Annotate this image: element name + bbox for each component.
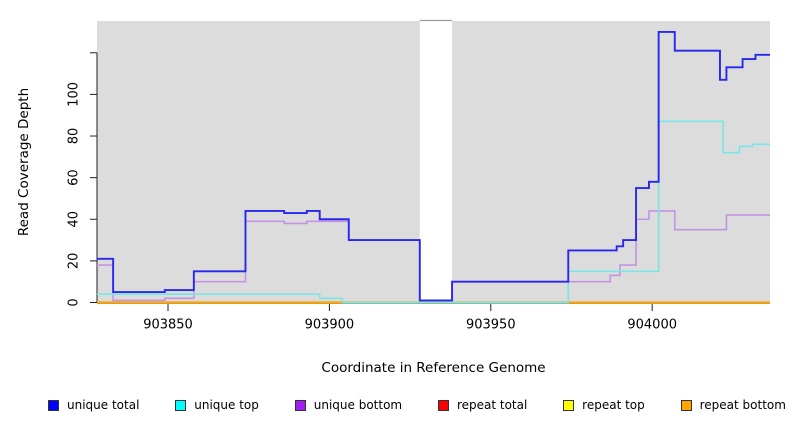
x-tick-label: 903900 [305, 318, 355, 333]
plot-area: 0 20 40 60 80 100 903850 903900 903950 904000 [67, 13, 770, 333]
y-axis-title: Read Coverage Depth [16, 88, 32, 236]
chart-legend: unique total unique top unique bottom repea… [0, 398, 792, 412]
series-unique-top [97, 120, 770, 304]
legend-swatch-repeat-bottom [680, 399, 692, 411]
legend-label: repeat total [456, 398, 528, 412]
legend-swatch-repeat-total [437, 399, 449, 411]
masked-region [419, 13, 453, 303]
legend-item-repeat-total: repeat total [437, 398, 528, 412]
legend-item-repeat-top: repeat top [563, 398, 645, 412]
x-tick-label: 904000 [627, 318, 677, 333]
legend-label: repeat bottom [699, 398, 786, 412]
legend-item-unique-top: unique top [175, 398, 259, 412]
legend-item-unique-total: unique total [48, 398, 139, 412]
plot-svg: 0 20 40 60 80 100 903850 903900 903950 904000 Coo… [16, 13, 770, 376]
y-tick-label: 100 [67, 82, 82, 107]
legend-item-unique-bottom: unique bottom [294, 398, 403, 412]
x-tick-label: 903850 [143, 318, 193, 333]
legend-label: unique bottom [313, 398, 403, 412]
x-tick-label: 903950 [466, 318, 516, 333]
legend-label: unique top [194, 398, 259, 412]
y-tick-label: 20 [67, 253, 82, 270]
y-tick-label: 60 [67, 169, 82, 186]
y-tick-label: 0 [67, 298, 82, 306]
legend-swatch-unique-bottom [294, 399, 306, 411]
legend-swatch-unique-top [175, 399, 187, 411]
series-unique-total [97, 31, 770, 302]
legend-swatch-repeat-top [563, 399, 575, 411]
y-tick-label: 80 [67, 128, 82, 145]
y-tick-label: 40 [67, 211, 82, 228]
legend-swatch-unique-total [48, 399, 59, 411]
legend-label: unique total [67, 398, 140, 412]
legend-label: repeat top [582, 398, 645, 412]
x-axis-title: Coordinate in Reference Genome [321, 360, 545, 376]
legend-item-repeat-bottom: repeat bottom [680, 398, 786, 412]
